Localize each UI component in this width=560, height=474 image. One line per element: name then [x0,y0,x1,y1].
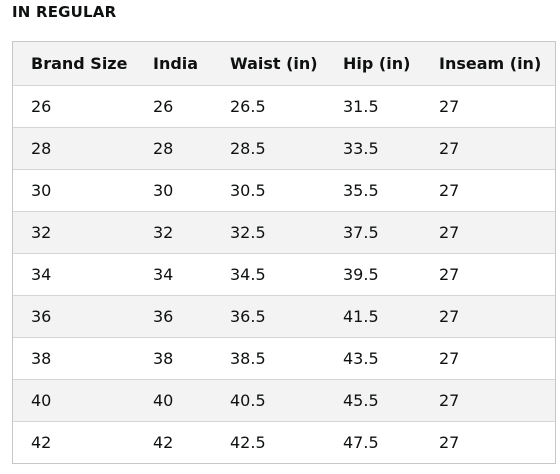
hip-cell: 37.5 [325,211,421,254]
inseam-cell: 27 [421,295,555,338]
waist-cell: 38.5 [212,337,325,380]
waist-cell: 34.5 [212,253,325,296]
hip-cell: 43.5 [325,337,421,380]
brand-size-cell: 38 [13,337,135,380]
inseam-cell: 27 [421,337,555,380]
header-hip: Hip (in) [325,42,421,86]
inseam-cell: 27 [421,253,555,296]
india-cell: 36 [135,295,212,338]
india-cell: 42 [135,421,212,463]
waist-cell: 28.5 [212,127,325,170]
inseam-cell: 27 [421,127,555,170]
size-chart-table-container: Brand Size India Waist (in) Hip (in) Ins… [12,41,556,464]
inseam-cell: 27 [421,169,555,212]
table-header-row: Brand Size India Waist (in) Hip (in) Ins… [13,42,555,86]
hip-cell: 39.5 [325,253,421,296]
table-row: 26 26 26.5 31.5 27 [13,85,555,128]
brand-size-cell: 28 [13,127,135,170]
table-row: 36 36 36.5 41.5 27 [13,295,555,338]
header-india: India [135,42,212,86]
brand-size-cell: 36 [13,295,135,338]
waist-cell: 42.5 [212,421,325,463]
waist-cell: 26.5 [212,85,325,128]
brand-size-cell: 32 [13,211,135,254]
inseam-cell: 27 [421,211,555,254]
india-cell: 26 [135,85,212,128]
brand-size-cell: 42 [13,421,135,463]
table-row: 38 38 38.5 43.5 27 [13,337,555,380]
table-row: 34 34 34.5 39.5 27 [13,253,555,296]
table-row: 28 28 28.5 33.5 27 [13,127,555,170]
india-cell: 32 [135,211,212,254]
header-brand-size: Brand Size [13,42,135,86]
header-waist: Waist (in) [212,42,325,86]
brand-size-cell: 26 [13,85,135,128]
table-row: 40 40 40.5 45.5 27 [13,379,555,422]
size-chart-table: Brand Size India Waist (in) Hip (in) Ins… [13,42,555,463]
table-row: 32 32 32.5 37.5 27 [13,211,555,254]
hip-cell: 31.5 [325,85,421,128]
waist-cell: 30.5 [212,169,325,212]
table-body: 26 26 26.5 31.5 27 28 28 28.5 33.5 27 30 30 30.5 35.5… [13,85,555,463]
hip-cell: 47.5 [325,421,421,463]
hip-cell: 45.5 [325,379,421,422]
waist-cell: 40.5 [212,379,325,422]
inseam-cell: 27 [421,379,555,422]
hip-cell: 35.5 [325,169,421,212]
india-cell: 34 [135,253,212,296]
waist-cell: 32.5 [212,211,325,254]
inseam-cell: 27 [421,85,555,128]
brand-size-cell: 40 [13,379,135,422]
section-title: IN REGULAR [12,3,117,21]
india-cell: 28 [135,127,212,170]
header-inseam: Inseam (in) [421,42,555,86]
india-cell: 30 [135,169,212,212]
hip-cell: 41.5 [325,295,421,338]
table-row: 30 30 30.5 35.5 27 [13,169,555,212]
inseam-cell: 27 [421,421,555,463]
table-row: 42 42 42.5 47.5 27 [13,421,555,463]
india-cell: 40 [135,379,212,422]
waist-cell: 36.5 [212,295,325,338]
brand-size-cell: 34 [13,253,135,296]
india-cell: 38 [135,337,212,380]
hip-cell: 33.5 [325,127,421,170]
brand-size-cell: 30 [13,169,135,212]
